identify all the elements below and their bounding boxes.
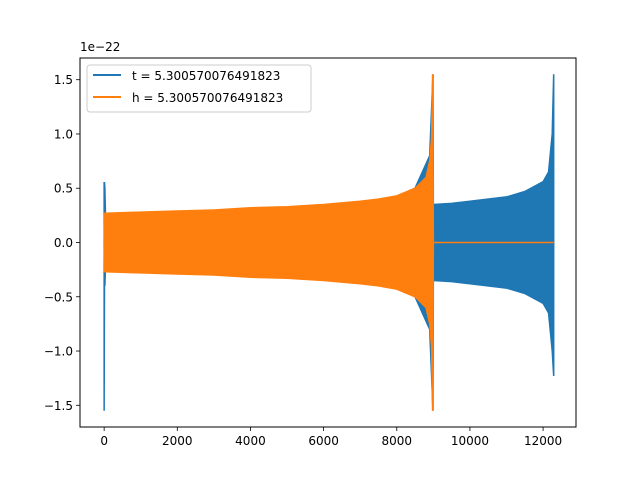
- legend: t = 5.300570076491823 h = 5.300570076491…: [86, 64, 312, 113]
- x-tick-label: 4000: [235, 434, 266, 448]
- plot-area: [103, 74, 555, 411]
- legend-box: [86, 64, 312, 113]
- y-tick-label: 1.5: [54, 73, 73, 87]
- y-tick-label: −1.0: [44, 345, 73, 359]
- x-tick-label: 12000: [524, 434, 562, 448]
- y-axis: −1.5 −1.0 −0.5 0.0 0.5 1.0 1.5: [44, 73, 80, 413]
- legend-label-h: h = 5.300570076491823: [132, 91, 283, 105]
- x-tick-label: 2000: [162, 434, 193, 448]
- legend-label-t: t = 5.300570076491823: [132, 69, 280, 83]
- y-tick-label: 0.5: [54, 182, 73, 196]
- x-tick-label: 6000: [308, 434, 339, 448]
- series-1-envelope: [103, 74, 554, 411]
- y-tick-label: 1.0: [54, 127, 73, 141]
- x-tick-label: 0: [100, 434, 108, 448]
- x-tick-label: 8000: [381, 434, 412, 448]
- x-tick-label: 10000: [451, 434, 489, 448]
- y-tick-label: 0.0: [54, 236, 73, 250]
- x-axis: 0 2000 4000 6000 8000 10000 12000: [100, 427, 562, 448]
- y-tick-label: −1.5: [44, 399, 73, 413]
- y-tick-label: −0.5: [44, 290, 73, 304]
- y-offset-label: 1e−22: [80, 40, 120, 54]
